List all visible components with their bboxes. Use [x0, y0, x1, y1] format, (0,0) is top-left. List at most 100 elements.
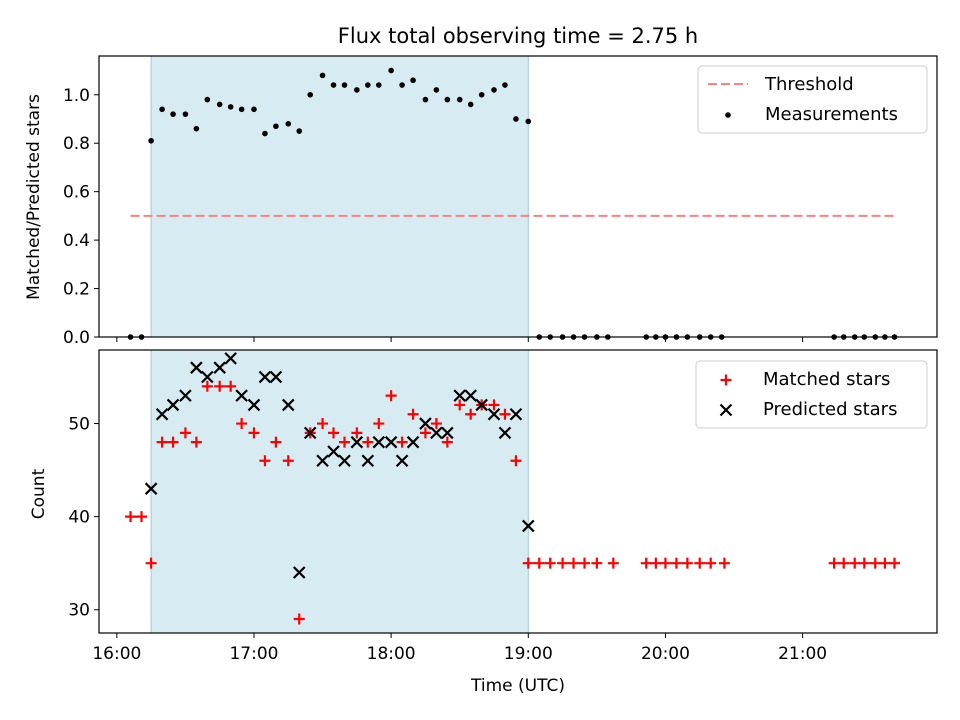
matched-star-point	[659, 557, 671, 569]
matched-star-point	[499, 408, 511, 420]
predicted-star-point	[281, 398, 295, 412]
legend-predicted-swatch	[719, 403, 733, 417]
measurement-point	[262, 130, 268, 137]
matched-star-point	[465, 408, 477, 420]
y-tick-label: 0.0	[63, 328, 90, 348]
matched-star-point	[849, 557, 861, 569]
y-tick-label: 0.4	[63, 231, 90, 251]
observing-span-shade	[150, 349, 529, 634]
legend: Matched stars Predicted stars	[695, 360, 928, 429]
predicted-star-point	[338, 454, 351, 468]
matched-star-point	[419, 427, 431, 439]
y-axis-label: Matched/Predicted stars	[24, 94, 44, 300]
y-tick-label: 0.8	[63, 134, 90, 154]
matched-star-point	[125, 511, 137, 523]
matched-star-point	[510, 455, 522, 467]
measurement-point	[491, 87, 497, 93]
matched-star-point	[396, 436, 408, 448]
predicted-star-point	[327, 445, 340, 458]
matched-stars-points	[125, 380, 900, 625]
measurement-point	[193, 125, 200, 132]
x-tick-label: 19:00	[504, 644, 553, 664]
measurement-point	[341, 82, 348, 88]
top-panel: Flux total observing time = 2.75 h 0.00.…	[24, 24, 938, 348]
measurement-point	[502, 82, 508, 88]
legend-matched-label: Matched stars	[763, 369, 890, 390]
measurement-point	[354, 87, 360, 93]
measurement-point	[170, 111, 176, 117]
plot-frame	[98, 349, 938, 634]
matched-star-point	[705, 557, 717, 569]
bottom-panel: 30 40 50 16:00 17:00 18:00 19:00 20:00 21:00 Co…	[29, 349, 938, 696]
measurement-point	[148, 137, 154, 144]
matched-star-point	[441, 436, 453, 448]
y-axis-ticks: 30 40 50	[68, 415, 99, 621]
y-axis-label: Count	[29, 468, 49, 519]
matched-star-point	[557, 557, 569, 569]
matched-star-point	[201, 380, 213, 392]
measurement-point	[456, 96, 463, 103]
predicted-star-point	[464, 389, 477, 402]
predicted-star-point	[453, 389, 466, 402]
matched-star-point	[248, 427, 260, 439]
predicted-star-point	[258, 370, 272, 384]
legend-matched-marker	[720, 374, 732, 386]
matched-star-point	[670, 557, 682, 569]
x-axis-ticks	[116, 337, 804, 342]
x-axis-label: Time (UTC)	[470, 676, 565, 696]
measurement-points	[127, 67, 898, 340]
matched-star-point	[167, 436, 179, 448]
matched-star-point	[179, 427, 191, 439]
predicted-star-point	[179, 389, 192, 402]
matched-star-point	[828, 557, 840, 569]
predicted-star-point	[350, 435, 364, 449]
legend-box	[697, 65, 928, 134]
matched-star-point	[214, 380, 226, 392]
plot-frame	[98, 55, 938, 338]
matched-star-point	[430, 418, 442, 430]
matched-star-point	[879, 557, 891, 569]
predicted-star-point	[384, 435, 398, 449]
measurement-point	[513, 116, 519, 122]
predicted-star-point	[509, 407, 523, 421]
measurement-point	[296, 128, 303, 134]
x-tick-label: 16:00	[92, 644, 141, 664]
legend-threshold-label: Threshold	[764, 74, 854, 95]
measurement-point	[525, 118, 532, 125]
predicted-star-point	[235, 389, 248, 402]
matched-star-point	[156, 436, 168, 448]
y-tick-label: 0.2	[63, 280, 90, 300]
measurement-point	[204, 96, 211, 103]
predicted-star-point	[303, 426, 317, 440]
y-tick-label: 0.6	[63, 183, 90, 203]
x-tick-label: 17:00	[229, 644, 278, 664]
predicted-star-point	[419, 417, 432, 430]
predicted-star-point	[395, 454, 409, 468]
legend: Threshold Measurements	[697, 65, 928, 134]
matched-star-point	[145, 557, 157, 569]
matched-star-point	[544, 557, 556, 569]
matched-star-point	[533, 557, 545, 569]
measurement-point	[251, 106, 257, 113]
measurement-point	[478, 91, 485, 98]
matched-star-point	[640, 557, 652, 569]
predicted-star-point	[166, 398, 180, 412]
predicted-star-point	[372, 435, 386, 449]
predicted-star-point	[247, 398, 261, 412]
matched-star-point	[225, 380, 237, 392]
matched-star-point	[681, 557, 693, 569]
measurement-point	[444, 96, 451, 103]
observing-span-shade	[150, 55, 529, 338]
legend-measurements-swatch	[725, 112, 731, 118]
matched-star-point	[282, 455, 294, 467]
predicted-star-point	[292, 566, 306, 579]
measurement-point	[365, 82, 371, 88]
matched-star-point	[270, 436, 282, 448]
matched-star-point	[488, 399, 500, 411]
legend-predicted-marker	[719, 403, 733, 417]
legend-predicted-label: Predicted stars	[763, 399, 897, 420]
predicted-star-point	[441, 426, 454, 440]
predicted-star-point	[487, 407, 501, 421]
matched-star-point	[339, 436, 351, 448]
measurement-point	[410, 77, 416, 84]
